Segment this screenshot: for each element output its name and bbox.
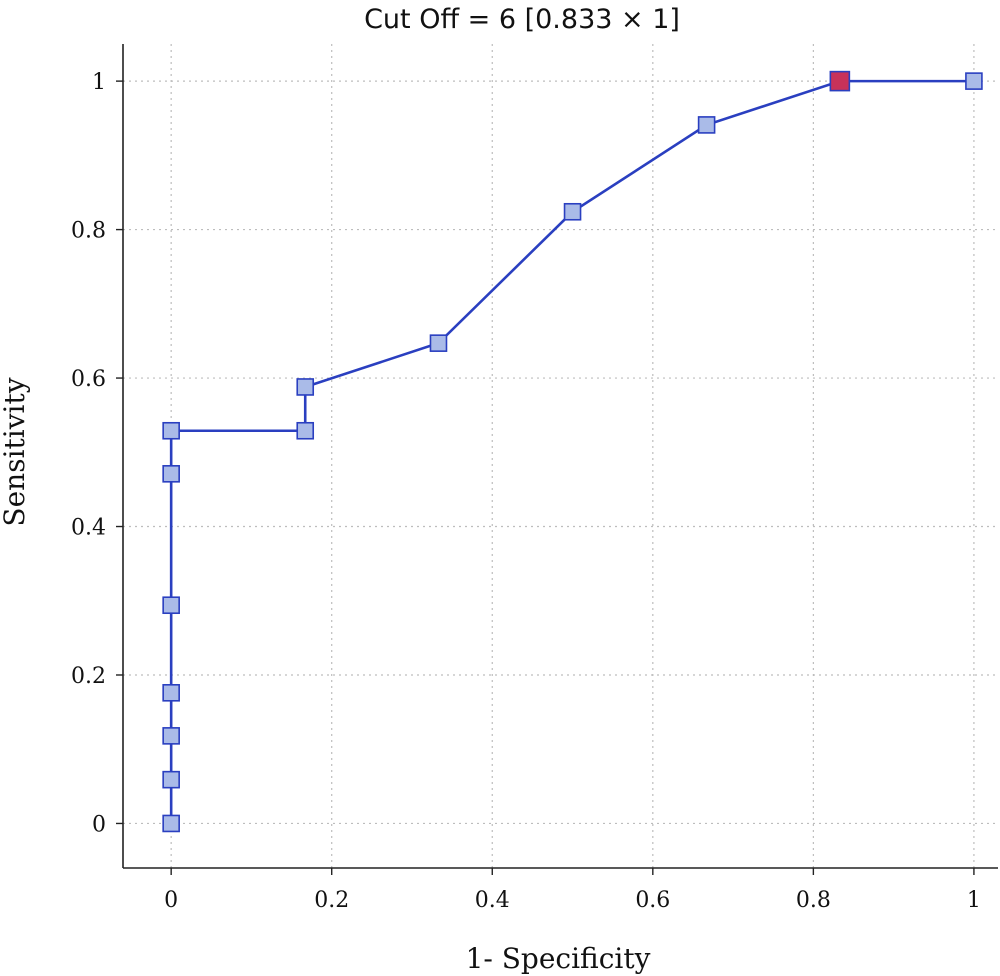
data-point-marker (296, 378, 315, 396)
data-point-marker (162, 465, 180, 483)
data-point-marker (697, 116, 716, 134)
data-point-marker (429, 334, 448, 352)
data-point-marker (162, 421, 180, 440)
x-tick-label: 0.8 (796, 888, 831, 913)
data-point-marker (162, 596, 180, 615)
y-tick-label: 0 (92, 812, 106, 837)
y-tick-label: 0.2 (71, 664, 106, 689)
y-axis-title: Sensitivity (0, 377, 31, 526)
data-point-marker (965, 72, 983, 90)
data-point-marker (162, 770, 180, 789)
data-point-marker (162, 814, 180, 833)
x-tick-label: 0.6 (635, 888, 670, 913)
x-axis-title: 1- Specificity (466, 942, 651, 975)
data-point-marker (296, 421, 315, 440)
y-tick-label: 0.8 (71, 219, 106, 244)
chart-title: Cut Off = 6 [0.833 × 1] (364, 4, 680, 35)
x-tick-label: 0.4 (475, 888, 510, 913)
y-tick-label: 0.4 (71, 516, 106, 541)
data-point-marker (162, 684, 180, 702)
data-point-marker (563, 202, 582, 221)
series (162, 70, 983, 833)
x-tick-label: 0 (164, 888, 178, 913)
x-tick-label: 1 (967, 888, 981, 913)
y-tick-label: 0.6 (71, 367, 106, 392)
x-tick-label: 0.2 (314, 888, 349, 913)
axes: 0 0.2 0.4 0.6 0.8 1 0 0.2 0.4 0.6 0.8 1 (71, 44, 998, 913)
cutoff-point-marker (829, 70, 851, 92)
data-point-marker (162, 727, 180, 745)
grid (123, 44, 998, 868)
roc-curve-line (169, 79, 974, 824)
y-tick-label: 1 (92, 70, 106, 95)
